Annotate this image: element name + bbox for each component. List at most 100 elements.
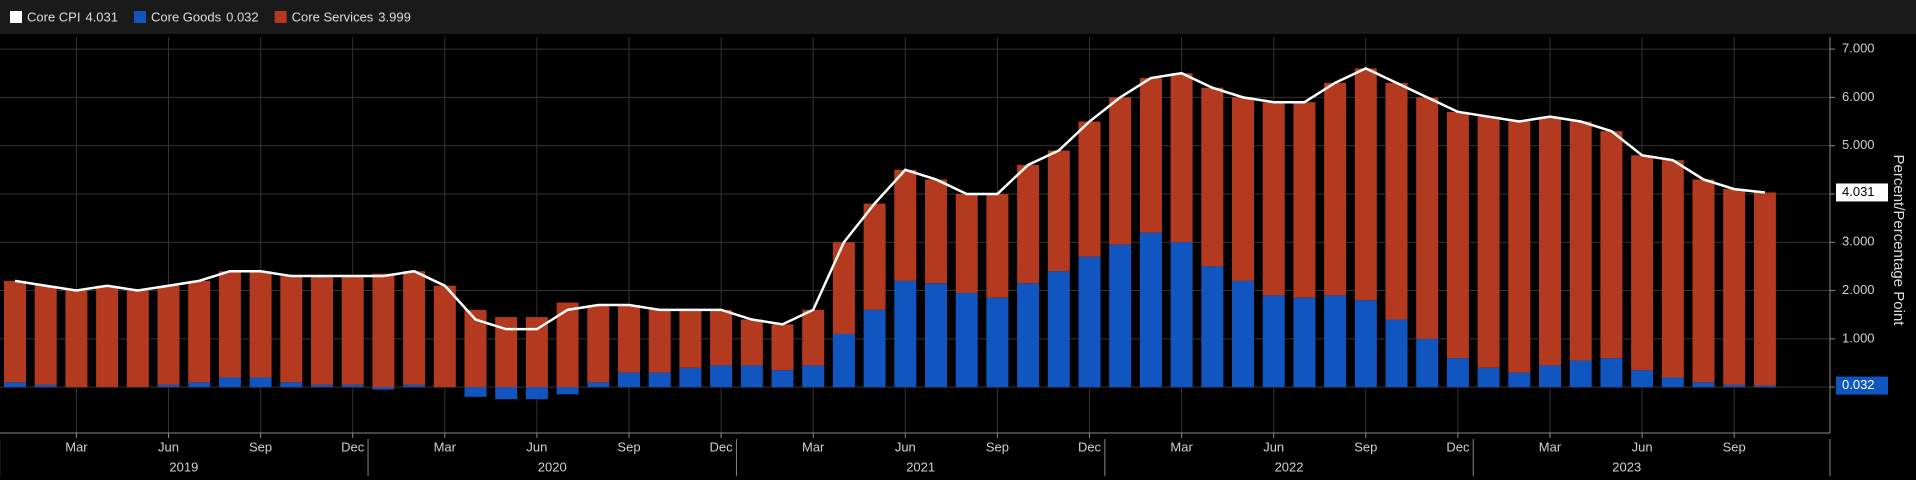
bar	[96, 285, 119, 388]
bar	[433, 285, 456, 388]
legend-value: 0.032	[226, 9, 259, 24]
bar	[1109, 97, 1132, 245]
bar	[863, 203, 886, 310]
x-tick-label: Jun	[895, 439, 916, 454]
bar	[1631, 370, 1654, 388]
bar	[1354, 300, 1377, 388]
bar	[464, 387, 487, 397]
bar	[955, 292, 978, 388]
x-tick-label: Dec	[710, 439, 734, 454]
bar	[126, 290, 149, 388]
bar	[1569, 360, 1592, 388]
year-label: 2020	[538, 459, 567, 474]
value-tag-label: 0.032	[1842, 377, 1875, 392]
bar	[1508, 372, 1531, 388]
legend-value: 3.999	[378, 9, 411, 24]
bar	[311, 384, 333, 388]
year-label: 2021	[906, 459, 935, 474]
bar	[1170, 242, 1193, 388]
bar	[587, 305, 610, 383]
x-tick-label: Sep	[249, 439, 272, 454]
bar	[65, 290, 88, 388]
value-tag	[1836, 376, 1888, 395]
bar	[157, 384, 180, 388]
year-label: 2023	[1612, 459, 1641, 474]
bar	[1047, 150, 1070, 272]
bar	[1661, 160, 1684, 378]
bar	[4, 382, 26, 388]
bar	[341, 384, 364, 388]
legend-swatch	[134, 11, 147, 23]
bar	[1047, 271, 1070, 388]
bar	[1446, 111, 1469, 359]
x-tick-label: Dec	[1446, 439, 1470, 454]
bar	[679, 367, 702, 388]
x-tick-label: Mar	[802, 439, 825, 454]
bar	[1324, 82, 1347, 296]
legend-label: Core Services	[292, 9, 374, 24]
bar	[1293, 102, 1316, 298]
bar	[1539, 116, 1561, 366]
bar	[802, 365, 825, 388]
bar	[34, 384, 57, 388]
y-tick-label: 5.000	[1842, 137, 1875, 152]
bar	[710, 309, 733, 366]
x-tick-label: Jun	[1632, 439, 1653, 454]
x-tick-label: Mar	[1539, 439, 1562, 454]
bar	[1078, 256, 1101, 388]
x-tick-label: Dec	[341, 439, 365, 454]
bar	[188, 382, 211, 388]
bar	[1600, 358, 1623, 388]
x-tick-label: Jun	[526, 439, 547, 454]
bar	[556, 302, 579, 388]
y-axis-title: Percent/Percentage Point	[1890, 155, 1907, 327]
bar	[1262, 295, 1285, 388]
bar	[771, 324, 794, 371]
legend-swatch	[274, 11, 287, 23]
bar	[1139, 78, 1162, 233]
legend-value: 4.031	[85, 9, 118, 24]
bar	[679, 309, 702, 368]
bar	[618, 305, 640, 373]
x-tick-label: Jun	[1263, 439, 1284, 454]
x-tick-label: Mar	[434, 439, 457, 454]
bar	[1170, 73, 1193, 243]
value-tag-label: 4.031	[1842, 184, 1875, 199]
bar	[1017, 283, 1040, 388]
y-tick-label: 1.000	[1842, 330, 1875, 345]
bar	[648, 309, 671, 373]
x-tick-label: Mar	[65, 439, 88, 454]
x-tick-label: Dec	[1078, 439, 1102, 454]
y-tick-label: 2.000	[1842, 282, 1875, 297]
bar	[1477, 116, 1500, 368]
bar	[525, 317, 548, 388]
bar	[1017, 164, 1040, 284]
bar	[1723, 189, 1746, 385]
bar	[495, 387, 518, 400]
bar	[1385, 82, 1408, 320]
bar	[1293, 297, 1316, 388]
x-tick-label: Sep	[986, 439, 1009, 454]
bar	[986, 193, 1009, 298]
x-tick-label: Sep	[617, 439, 640, 454]
bar	[34, 285, 57, 385]
bar	[1385, 319, 1408, 388]
bar	[1201, 87, 1224, 267]
bar	[1753, 385, 1776, 388]
value-tag	[1836, 183, 1888, 202]
bar	[556, 387, 579, 395]
bar	[710, 365, 733, 388]
bar	[372, 273, 395, 388]
bar	[1692, 382, 1715, 388]
bar	[740, 319, 763, 366]
bar	[832, 242, 855, 334]
bar	[1354, 68, 1377, 301]
bar	[249, 377, 272, 388]
bar	[832, 334, 855, 388]
bar	[1201, 266, 1224, 388]
bar	[618, 372, 640, 388]
x-tick-label: Sep	[1723, 439, 1746, 454]
bar	[280, 382, 303, 388]
bar	[1109, 244, 1132, 388]
bar	[1569, 121, 1592, 361]
